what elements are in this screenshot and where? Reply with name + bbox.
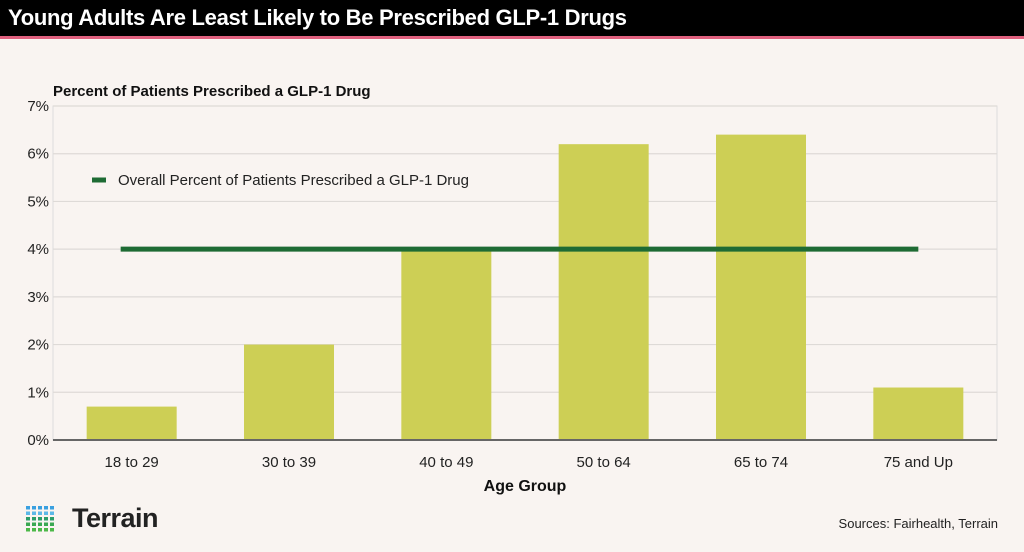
y-tick-label: 4%	[27, 241, 49, 258]
y-tick-label: 0%	[27, 432, 49, 449]
x-tick-label: 40 to 49	[419, 454, 473, 471]
bar-40-to-49	[401, 249, 492, 440]
bar-50-to-64	[558, 144, 649, 440]
x-axis-title: Age Group	[484, 478, 567, 495]
x-tick-label: 30 to 39	[262, 454, 316, 471]
y-tick-label: 2%	[27, 337, 49, 354]
x-tick-label: 65 to 74	[734, 454, 788, 471]
y-tick-label: 1%	[27, 384, 49, 401]
legend-label: Overall Percent of Patients Prescribed a…	[118, 172, 469, 189]
x-tick-label: 18 to 29	[105, 454, 159, 471]
page-title: Young Adults Are Least Likely to Be Pres…	[8, 5, 627, 30]
y-tick-label: 6%	[27, 146, 49, 163]
bar-75-and-up	[873, 387, 964, 440]
bar-65-to-74	[716, 134, 806, 440]
y-tick-label: 3%	[27, 289, 49, 306]
y-tick-label: 7%	[27, 98, 49, 115]
x-tick-label: 50 to 64	[577, 454, 631, 471]
logo-dots-icon	[26, 505, 54, 531]
bar-30-to-39	[244, 344, 334, 440]
header-bar: Young Adults Are Least Likely to Be Pres…	[0, 0, 1024, 39]
terrain-logo: Terrain	[26, 503, 159, 534]
x-tick-label: 75 and Up	[884, 454, 953, 471]
y-axis-title: Percent of Patients Prescribed a GLP-1 D…	[53, 83, 371, 100]
logo-text: Terrain	[72, 503, 159, 533]
sources-note: Sources: Fairhealth, Terrain	[838, 516, 998, 531]
y-tick-label: 5%	[27, 193, 49, 210]
plot-area	[52, 105, 998, 441]
bar-18-to-29	[86, 406, 177, 440]
